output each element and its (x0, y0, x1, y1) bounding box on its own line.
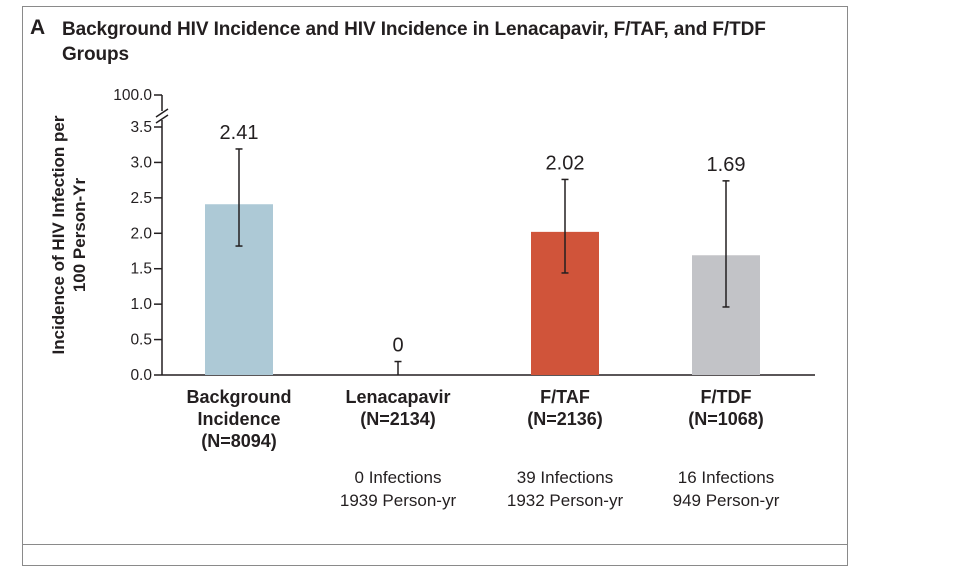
y-tick-label: 1.5 (130, 261, 152, 278)
y-tick-label: 2.5 (130, 190, 152, 207)
data-label: 0 (392, 335, 403, 357)
category-note-line: 39 Infections (516, 468, 614, 487)
category-note-line: 1939 Person-yr (339, 491, 457, 510)
category-label-line: F/TDF (700, 387, 752, 407)
category-label-line: (N=1068) (688, 409, 764, 429)
data-label: 2.02 (546, 152, 585, 174)
category-note-line: 0 Infections (354, 468, 442, 487)
category-label: F/TDF (N=1068) (646, 386, 806, 430)
bars (205, 148, 760, 375)
value-labels: 2.41 0 2.02 1.69 (220, 122, 746, 357)
category-label-line: (N=8094) (201, 431, 277, 451)
data-label: 2.41 (220, 122, 259, 144)
category-label: Lenacapavir (N=2134) (318, 386, 478, 430)
y-tick-label: 0.0 (130, 367, 152, 384)
category-label-line: Incidence (197, 409, 281, 429)
y-axis-label: Incidence of HIV Infection per 100 Person… (49, 115, 89, 354)
category-note-line: 1932 Person-yr (506, 491, 624, 510)
category-label-line: F/TAF (540, 387, 590, 407)
category-label: F/TAF (N=2136) (485, 386, 645, 430)
y-tick-label: 0.5 (130, 332, 152, 349)
category-label-line: Lenacapavir (345, 387, 451, 407)
y-tick-label: 3.5 (130, 119, 152, 136)
y-axis-label-line: Incidence of HIV Infection per (49, 115, 68, 354)
category-label-line: Background (186, 387, 292, 407)
data-label: 1.69 (707, 154, 746, 176)
category-note: 39 Infections 1932 Person-yr (480, 466, 650, 512)
category-label: Background Incidence (N=8094) (159, 386, 319, 452)
y-axis-label-line: 100 Person-Yr (70, 177, 89, 292)
panel-letter: A (30, 16, 46, 39)
category-note: 16 Infections 949 Person-yr (641, 466, 811, 512)
category-label-line: (N=2136) (527, 409, 603, 429)
axis-break-mark (155, 114, 169, 124)
category-note: 0 Infections 1939 Person-yr (313, 466, 483, 512)
y-tick-label: 1.0 (130, 296, 152, 313)
y-tick-label: 100.0 (113, 87, 152, 104)
bar-chart: 100.0 0.0 0.5 1.0 1.5 2.0 2.5 3.0 3.5 Incidence o… (49, 87, 815, 384)
bottom-rule (22, 544, 848, 545)
category-label-line: (N=2134) (360, 409, 436, 429)
y-tick-label: 3.0 (130, 154, 152, 171)
y-tick-label: 2.0 (130, 225, 152, 242)
axes: 100.0 0.0 0.5 1.0 1.5 2.0 2.5 3.0 3.5 Incidence o… (49, 87, 815, 384)
category-note-line: 949 Person-yr (672, 491, 780, 510)
chart-title: Background HIV Incidence and HIV Inciden… (62, 19, 766, 65)
category-note-line: 16 Infections (677, 468, 775, 487)
axis-break-mark (155, 108, 169, 118)
